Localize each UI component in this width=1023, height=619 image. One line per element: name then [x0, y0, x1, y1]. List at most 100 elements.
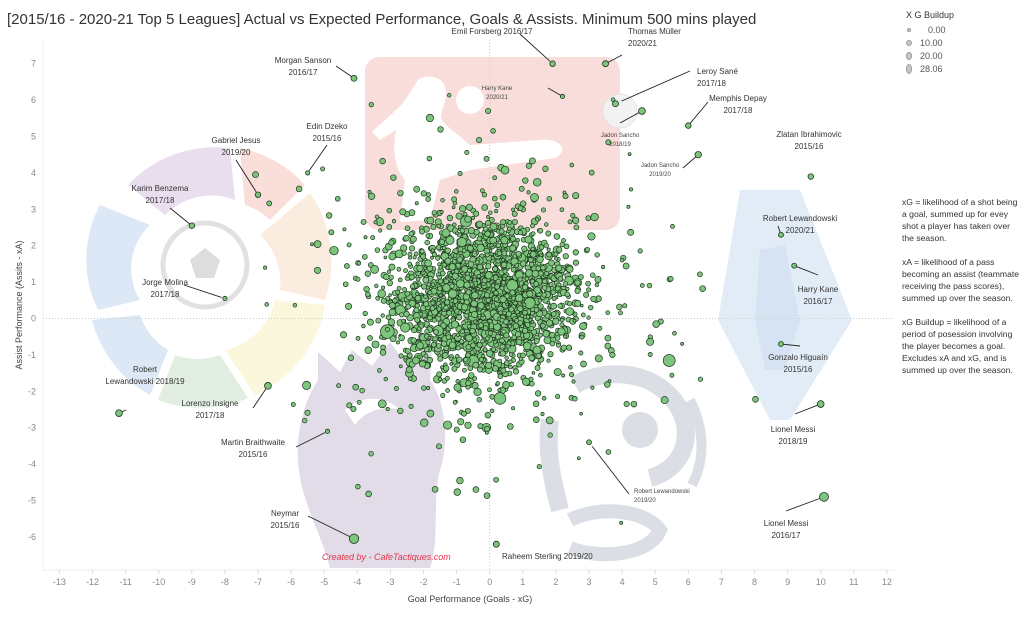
data-point[interactable]	[517, 230, 524, 236]
data-point[interactable]	[668, 276, 674, 282]
data-point[interactable]	[546, 300, 551, 305]
data-point[interactable]	[480, 188, 485, 194]
data-point[interactable]	[448, 263, 456, 271]
data-point[interactable]	[440, 197, 445, 203]
data-point[interactable]	[555, 264, 563, 272]
data-point[interactable]	[562, 281, 569, 287]
data-point[interactable]	[497, 388, 502, 393]
data-point[interactable]	[423, 353, 429, 359]
data-point[interactable]	[393, 386, 399, 391]
data-point[interactable]	[537, 303, 544, 310]
data-point[interactable]	[495, 381, 500, 386]
data-point[interactable]	[609, 351, 616, 359]
data-point[interactable]	[477, 423, 484, 430]
data-point[interactable]	[505, 275, 511, 281]
data-point[interactable]	[488, 210, 493, 215]
data-point[interactable]	[355, 276, 361, 282]
data-point[interactable]	[511, 210, 518, 217]
data-point[interactable]	[445, 388, 450, 393]
data-point[interactable]	[395, 289, 401, 295]
data-point[interactable]	[470, 342, 477, 349]
data-point[interactable]	[440, 340, 448, 347]
data-point[interactable]	[455, 379, 460, 384]
data-point[interactable]	[521, 284, 529, 291]
data-point[interactable]	[477, 290, 483, 296]
data-point[interactable]	[425, 113, 434, 123]
data-point[interactable]	[305, 170, 311, 176]
data-point[interactable]	[431, 210, 437, 216]
data-point[interactable]	[389, 335, 397, 343]
data-point[interactable]	[628, 187, 634, 192]
data-point[interactable]	[546, 195, 553, 202]
data-point[interactable]	[375, 295, 381, 301]
data-point[interactable]	[500, 219, 507, 226]
data-point[interactable]	[487, 330, 494, 336]
data-point[interactable]	[363, 285, 370, 293]
data-point[interactable]	[476, 137, 483, 144]
data-point[interactable]	[597, 325, 603, 331]
data-point[interactable]	[454, 189, 459, 194]
data-point[interactable]	[388, 302, 396, 309]
data-point[interactable]	[445, 334, 452, 340]
data-point[interactable]	[586, 315, 591, 320]
data-point[interactable]	[437, 312, 442, 318]
data-point[interactable]	[499, 350, 506, 357]
data-point[interactable]	[791, 262, 798, 269]
data-point[interactable]	[567, 301, 573, 307]
data-point[interactable]	[470, 300, 478, 308]
data-point[interactable]	[571, 395, 578, 402]
data-point[interactable]	[486, 305, 491, 310]
data-point[interactable]	[344, 263, 350, 269]
data-point[interactable]	[522, 302, 527, 307]
data-point[interactable]	[484, 271, 493, 280]
data-point[interactable]	[529, 380, 535, 387]
data-point[interactable]	[396, 266, 402, 272]
data-point[interactable]	[334, 196, 341, 202]
data-point[interactable]	[670, 223, 675, 229]
data-point[interactable]	[499, 295, 507, 304]
data-point[interactable]	[471, 291, 479, 300]
data-point[interactable]	[532, 345, 542, 355]
data-point[interactable]	[430, 282, 436, 287]
data-point[interactable]	[400, 322, 411, 333]
data-point[interactable]	[411, 327, 418, 334]
data-point[interactable]	[529, 250, 537, 258]
data-point[interactable]	[514, 309, 520, 315]
data-point[interactable]	[470, 350, 475, 355]
data-point[interactable]	[541, 292, 547, 298]
data-point[interactable]	[573, 224, 580, 231]
data-point[interactable]	[604, 342, 612, 350]
data-point[interactable]	[383, 273, 390, 281]
data-point[interactable]	[526, 290, 534, 298]
data-point[interactable]	[499, 317, 505, 323]
data-point[interactable]	[115, 409, 123, 417]
data-point[interactable]	[540, 207, 547, 213]
data-point[interactable]	[572, 259, 579, 266]
data-point[interactable]	[377, 399, 387, 409]
data-point[interactable]	[587, 304, 594, 311]
data-point[interactable]	[495, 258, 501, 264]
data-point[interactable]	[430, 341, 437, 348]
data-point[interactable]	[484, 412, 491, 419]
data-point[interactable]	[532, 178, 542, 187]
data-point[interactable]	[546, 247, 551, 252]
data-point[interactable]	[528, 257, 534, 263]
data-point[interactable]	[502, 310, 507, 316]
data-point[interactable]	[383, 376, 389, 382]
data-point[interactable]	[398, 334, 405, 342]
data-point[interactable]	[590, 272, 596, 278]
data-point[interactable]	[638, 107, 646, 115]
data-point[interactable]	[489, 222, 498, 231]
data-point[interactable]	[538, 244, 545, 250]
data-point[interactable]	[637, 248, 643, 254]
data-point[interactable]	[370, 265, 379, 274]
data-point[interactable]	[398, 353, 404, 359]
data-point[interactable]	[476, 397, 482, 403]
data-point[interactable]	[430, 223, 437, 230]
data-point[interactable]	[373, 220, 378, 225]
data-point[interactable]	[408, 245, 416, 252]
data-point[interactable]	[401, 318, 406, 324]
data-point[interactable]	[385, 295, 391, 301]
data-point[interactable]	[587, 232, 596, 241]
data-point[interactable]	[530, 246, 535, 252]
